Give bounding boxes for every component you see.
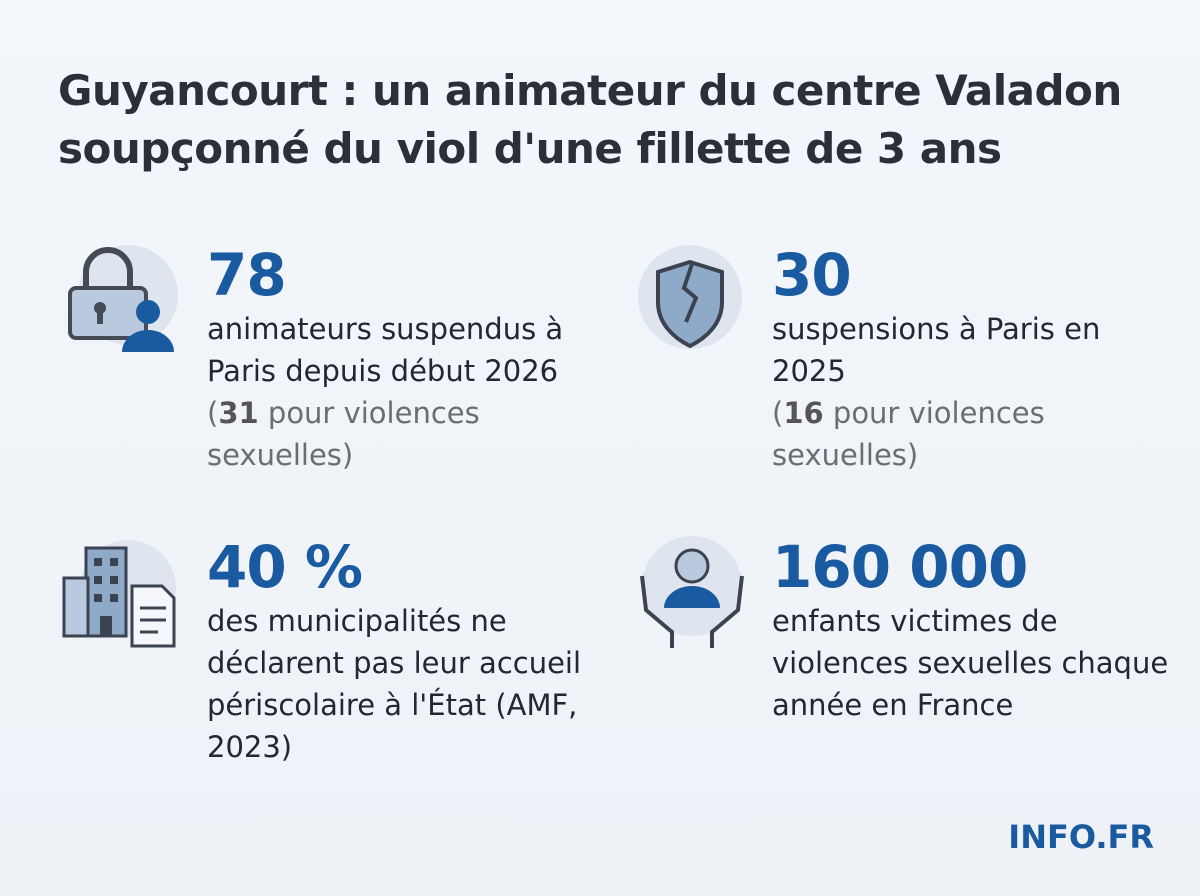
stat-number: 78 (207, 241, 287, 309)
title: Guyancourt : un animateur du centre Vala… (58, 66, 1122, 173)
stat: 30 suspensions à Paris en 2025 (16 pour vi… (772, 242, 1172, 476)
note-part: ( (207, 396, 219, 430)
note-part: 31 (218, 396, 259, 430)
stat-note: (31 pour violences sexuelles) (207, 392, 517, 476)
lock-icon (68, 245, 178, 352)
note-part: pour violences sexuelles) (207, 396, 480, 472)
stat-text: des municipalités ne déclarent pas leur … (207, 604, 582, 764)
stat: 160 000 enfants victimes de violences sex… (772, 534, 1172, 726)
stat-text: enfants victimes de violences sexuelles … (772, 604, 1169, 722)
buildings-icon (62, 540, 176, 648)
stat-number: 160 000 (772, 533, 1028, 601)
stat-text: animateurs suspendus à Paris depuis débu… (207, 312, 564, 388)
stat-text: suspensions à Paris en 2025 (772, 312, 1101, 388)
shield-icon (638, 245, 742, 349)
stat: 40 % des municipalités ne déclarent pas l… (207, 534, 607, 768)
stat-number: 30 (772, 241, 852, 309)
brand: INFO.FR (1008, 818, 1154, 856)
note-part: pour violences sexuelles) (772, 396, 1045, 472)
stat-number: 40 % (207, 533, 363, 601)
note-part: ( (772, 396, 784, 430)
stat: 78 animateurs suspendus à Paris depuis dé… (207, 242, 607, 476)
child-hands-icon (640, 536, 744, 648)
stat-note: (16 pour violences sexuelles) (772, 392, 1082, 476)
note-part: 16 (783, 396, 824, 430)
